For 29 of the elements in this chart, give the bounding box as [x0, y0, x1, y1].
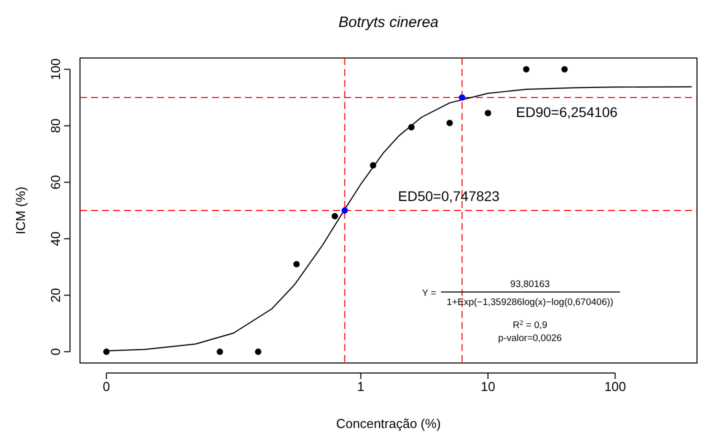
point — [332, 212, 338, 220]
annotation: ED50=0,747823 — [398, 188, 500, 204]
x-tick-label: 1 — [357, 379, 364, 394]
y-tick-label: 80 — [48, 118, 63, 134]
annotation: ED90=6,254106 — [516, 104, 618, 120]
point — [408, 124, 415, 130]
x-tick-label: 0 — [102, 379, 110, 394]
annotation: R$^{2}$ = 0,9 — [512, 320, 548, 331]
point — [254, 348, 262, 355]
annotation: p-valor=0,0026 — [498, 333, 562, 344]
y-axis-title: ICM (%) — [13, 186, 28, 234]
y-tick-label: 60 — [48, 175, 63, 190]
point — [484, 110, 492, 116]
x-axis-title: Concentração (%) — [336, 416, 441, 431]
y-tick-label: 40 — [48, 232, 63, 246]
point — [446, 120, 453, 126]
y-tick-label: 100 — [48, 58, 63, 80]
chart-title: Botryts cinerea — [338, 14, 439, 31]
y-tick-label: 20 — [48, 288, 63, 302]
x-tick-label: 100 — [604, 379, 626, 394]
point — [561, 66, 568, 72]
point — [523, 66, 530, 72]
point — [293, 260, 300, 268]
annotation: 93,80163 — [510, 279, 550, 290]
point — [216, 348, 224, 355]
point — [370, 162, 376, 168]
y-tick-label: 0 — [48, 348, 63, 356]
x-tick-label: 10 — [480, 379, 496, 394]
annotation: Y = — [422, 288, 437, 299]
